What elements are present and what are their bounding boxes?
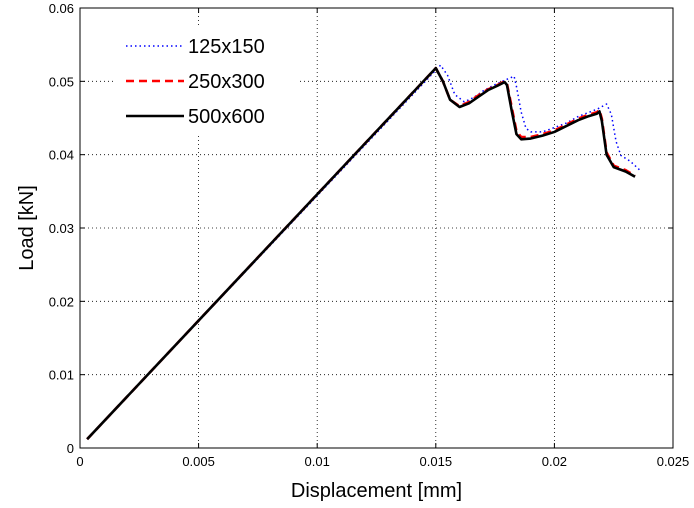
x-tick-label: 0 xyxy=(76,454,83,469)
series-line-125x150 xyxy=(86,64,641,440)
x-tick-label: 0.005 xyxy=(182,454,215,469)
legend-label-250x300: 250x300 xyxy=(188,71,265,93)
x-tick-label: 0.025 xyxy=(657,454,690,469)
grid-lines xyxy=(80,8,673,448)
legend-label-500x600: 500x600 xyxy=(188,106,265,128)
axis-ticks: 0 0.005 0.01 0.015 0.02 0.025 0 0.01 0.02 0.03 0.0… xyxy=(49,1,690,469)
y-tick-label: 0.01 xyxy=(49,368,74,383)
y-tick-label: 0.04 xyxy=(49,148,74,163)
y-tick-label: 0.02 xyxy=(49,294,74,309)
y-axis-label: Load [kN] xyxy=(16,185,38,271)
x-tick-label: 0.015 xyxy=(420,454,453,469)
legend: 125x150 250x300 500x600 xyxy=(114,28,299,136)
series-lines xyxy=(86,64,641,441)
x-tick-label: 0.01 xyxy=(305,454,330,469)
legend-label-125x150: 125x150 xyxy=(188,36,265,58)
x-tick-label: 0.02 xyxy=(542,454,567,469)
y-tick-label: 0 xyxy=(67,441,74,456)
series-line-500x600 xyxy=(86,66,636,441)
y-tick-label: 0.03 xyxy=(49,221,74,236)
y-tick-label: 0.06 xyxy=(49,1,74,16)
x-axis-label: Displacement [mm] xyxy=(291,480,462,502)
y-tick-label: 0.05 xyxy=(49,74,74,89)
